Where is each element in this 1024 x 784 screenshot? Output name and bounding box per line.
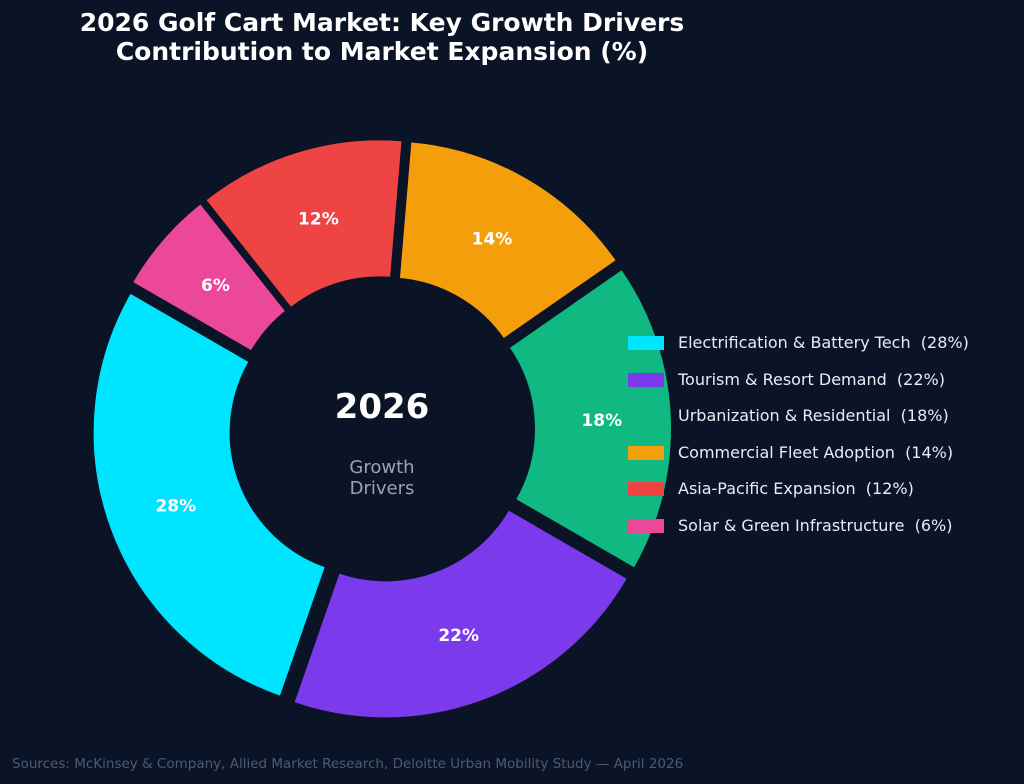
legend-item: Solar & Green Infrastructure (6%)	[628, 508, 969, 545]
center-subtitle-line2: Drivers	[350, 478, 415, 499]
slice-label-3: 14%	[472, 229, 513, 249]
slice-label-2: 18%	[581, 411, 622, 431]
legend-swatch	[628, 409, 664, 424]
legend-swatch	[628, 336, 664, 351]
legend-item: Asia-Pacific Expansion (12%)	[628, 471, 969, 508]
legend-label: Asia-Pacific Expansion (12%)	[678, 479, 914, 499]
legend-item: Electrification & Battery Tech (28%)	[628, 325, 969, 362]
legend-item: Tourism & Resort Demand (22%)	[628, 362, 969, 399]
legend-label: Urbanization & Residential (18%)	[678, 406, 949, 426]
legend-swatch	[628, 372, 664, 387]
legend-swatch	[628, 518, 664, 533]
chart-title-line1: 2026 Golf Cart Market: Key Growth Driver…	[79, 8, 685, 37]
center-title: 2026	[335, 387, 430, 427]
slice-label-0: 28%	[155, 497, 196, 517]
legend-item: Commercial Fleet Adoption (14%)	[628, 435, 969, 472]
slice-electrification-battery-tech	[91, 291, 328, 699]
slice-label-4: 12%	[298, 209, 339, 229]
slice-tourism-resort-demand	[292, 508, 630, 720]
chart-title-line2: Contribution to Market Expansion (%)	[115, 37, 649, 66]
slice-solar-green-infrastructure	[130, 201, 288, 353]
legend-swatch	[628, 482, 664, 497]
legend-label: Tourism & Resort Demand (22%)	[678, 369, 945, 389]
legend-item: Urbanization & Residential (18%)	[628, 398, 969, 435]
legend-label: Solar & Green Infrastructure (6%)	[678, 515, 953, 535]
slice-commercial-fleet-adoption	[397, 140, 619, 341]
legend-label: Electrification & Battery Tech (28%)	[678, 333, 969, 353]
slices-group: 28% 22% 18% 14% 12% 6%	[91, 138, 673, 720]
slice-label-1: 22%	[438, 626, 479, 646]
legend-swatch	[628, 445, 664, 460]
center-subtitle-line1: Growth	[349, 457, 414, 478]
source-note: Sources: McKinsey & Company, Allied Mark…	[12, 756, 684, 772]
legend-label: Commercial Fleet Adoption (14%)	[678, 442, 954, 462]
slice-label-5: 6%	[201, 276, 230, 296]
legend: Electrification & Battery Tech (28%) Tour…	[628, 325, 969, 544]
chart-title: 2026 Golf Cart Market: Key Growth Driver…	[0, 8, 764, 66]
slice-asia-pacific-expansion	[203, 138, 404, 310]
